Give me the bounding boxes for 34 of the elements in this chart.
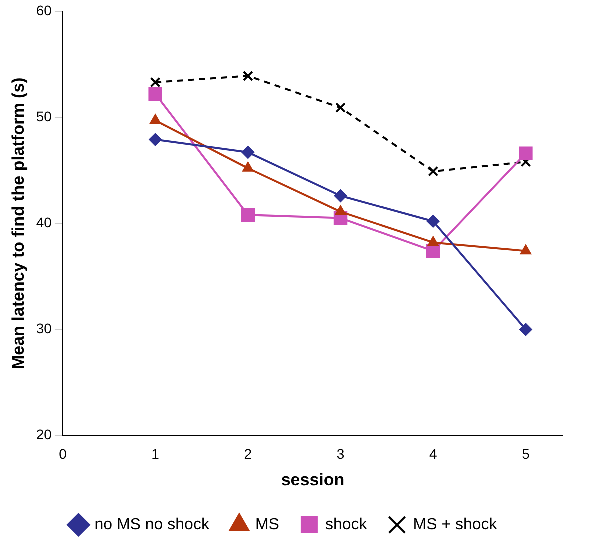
point	[336, 102, 346, 114]
point	[519, 323, 532, 336]
point	[334, 190, 348, 203]
x-tick-label: 5	[522, 446, 530, 462]
x-tick-label: 0	[59, 446, 68, 462]
point	[150, 77, 161, 88]
x-axis-title: session	[281, 470, 345, 490]
point	[148, 87, 162, 102]
x-tick-label: 1	[152, 446, 160, 462]
point	[241, 208, 256, 222]
point	[428, 166, 439, 177]
x-tick-label: 3	[336, 446, 345, 462]
point	[242, 70, 254, 82]
point	[335, 205, 346, 216]
point	[149, 133, 162, 146]
point	[428, 236, 440, 246]
legend-label: MS	[255, 516, 280, 534]
point	[242, 162, 254, 172]
y-tick-label: 40	[36, 214, 52, 230]
y-tick-label: 30	[36, 320, 52, 337]
y-axis-title: Mean latency to find the platform (s)	[8, 78, 28, 370]
legend-label: MS + shock	[413, 516, 498, 534]
point	[242, 146, 255, 160]
x-tick-label: 4	[429, 446, 438, 462]
y-tick-label: 60	[36, 2, 52, 18]
point	[150, 114, 162, 124]
y-tick-label: 20	[36, 426, 52, 443]
x-tick-label: 2	[244, 446, 252, 462]
point	[519, 146, 533, 160]
legend-label: no MS no shock	[94, 516, 210, 534]
point	[426, 214, 440, 228]
point	[520, 244, 532, 255]
legend-label: shock	[325, 516, 368, 534]
y-tick-label: 50	[36, 108, 52, 124]
